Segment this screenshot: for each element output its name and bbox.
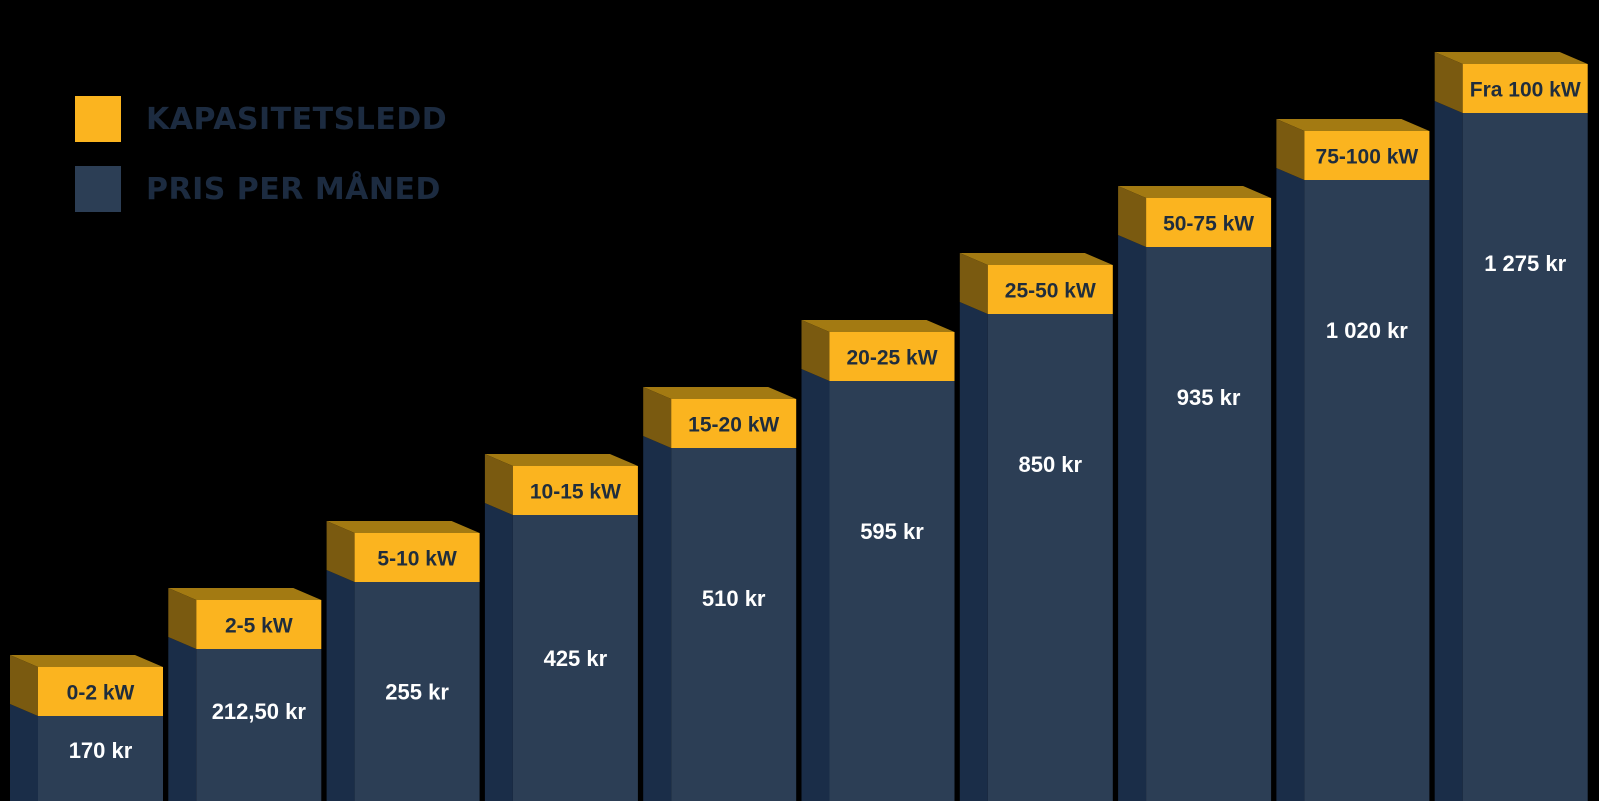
bar-capacity-label: 50-75 kW — [1163, 213, 1254, 236]
bar-capacity-label: 15-20 kW — [688, 414, 779, 437]
bar-body-side — [643, 436, 672, 801]
bar-cap-top — [801, 320, 955, 332]
bar-price-label: 425 kr — [544, 646, 608, 671]
bar-cap-top — [959, 253, 1113, 265]
bar-body-front — [354, 582, 480, 801]
legend: KAPASITETSLEDD PRIS PER MÅNED — [75, 96, 447, 236]
bar-body-front — [829, 381, 955, 801]
bar-group: 75-100 kW 1 020 kr — [1276, 119, 1430, 801]
bar-price-label: 1 020 kr — [1326, 318, 1408, 343]
bar-capacity-label: Fra 100 kW — [1470, 79, 1581, 102]
bar-price-label: 212,50 kr — [212, 699, 307, 724]
bar-cap-front — [38, 667, 163, 716]
bar-price-label: 510 kr — [702, 586, 766, 611]
bar-cap-top — [168, 588, 322, 600]
bar-cap-top — [1118, 186, 1272, 198]
legend-swatch-price — [75, 166, 121, 212]
bar-cap-side — [484, 454, 513, 515]
bar-cap-front — [1462, 64, 1588, 113]
bar-cap-front — [512, 466, 638, 515]
bar-body-side — [1434, 101, 1463, 801]
bar-cap-side — [643, 387, 672, 448]
bar-group: 10-15 kW 425 kr — [484, 454, 638, 801]
bar-price-label: 255 kr — [385, 680, 449, 705]
bar-body-front — [38, 716, 163, 801]
bar-body-front — [987, 314, 1113, 801]
bar-body-side — [326, 570, 355, 801]
bar-group: 15-20 kW 510 kr — [643, 387, 797, 801]
bar-cap-top — [1276, 119, 1430, 131]
bar-body-side — [10, 704, 38, 801]
bar-cap-side — [326, 521, 355, 582]
bar-group: 2-5 kW 212,50 kr — [168, 588, 322, 801]
bar-cap-side — [168, 588, 197, 649]
bar-capacity-label: 5-10 kW — [377, 548, 457, 571]
bar-group: 20-25 kW 595 kr — [801, 320, 955, 801]
bar-body-front — [671, 448, 797, 801]
bar-price-label: 1 275 kr — [1484, 251, 1566, 276]
bar-body-front — [512, 515, 638, 801]
bar-group: 5-10 kW 255 kr — [326, 521, 480, 801]
legend-label-capacity: KAPASITETSLEDD — [146, 101, 448, 137]
bar-cap-top — [326, 521, 480, 533]
bar-price-label: 935 kr — [1177, 385, 1241, 410]
bar-cap-side — [1118, 186, 1147, 247]
bar-cap-front — [1304, 131, 1430, 180]
bar-cap-top — [1434, 52, 1588, 64]
bar-cap-front — [1146, 198, 1272, 247]
bar-body-side — [959, 302, 988, 801]
bar-capacity-label: 2-5 kW — [225, 615, 293, 638]
bar-cap-side — [10, 655, 38, 716]
bar-cap-top — [484, 454, 638, 466]
legend-item-price: PRIS PER MÅNED — [75, 166, 447, 212]
legend-label-price: PRIS PER MÅNED — [146, 171, 441, 207]
bar-capacity-label: 75-100 kW — [1316, 146, 1419, 169]
bar-cap-side — [959, 253, 988, 314]
bar-capacity-label: 20-25 kW — [846, 347, 937, 370]
bar-body-front — [1304, 180, 1430, 801]
bar-price-label: 595 kr — [860, 519, 924, 544]
bar-price-label: 850 kr — [1018, 452, 1082, 477]
bar-cap-side — [801, 320, 830, 381]
bar-body-side — [1276, 168, 1305, 801]
legend-swatch-capacity — [75, 96, 121, 142]
bar-group: 50-75 kW 935 kr — [1118, 186, 1272, 801]
bar-capacity-label: 10-15 kW — [530, 481, 621, 504]
bar-group: 25-50 kW 850 kr — [959, 253, 1113, 801]
bar-body-front — [1462, 113, 1588, 801]
bar-cap-top — [10, 655, 163, 667]
bar-cap-front — [196, 600, 322, 649]
bar-capacity-label: 0-2 kW — [67, 682, 135, 705]
bar-group: Fra 100 kW 1 275 kr — [1434, 52, 1588, 801]
bar-body-front — [1146, 247, 1272, 801]
bar-cap-front — [829, 332, 955, 381]
bar-cap-front — [354, 533, 480, 582]
bar-cap-front — [987, 265, 1113, 314]
bar-body-side — [168, 637, 197, 801]
bar-capacity-label: 25-50 kW — [1005, 280, 1096, 303]
bar-cap-top — [643, 387, 797, 399]
legend-item-capacity: KAPASITETSLEDD — [75, 96, 447, 142]
bar-body-side — [1118, 235, 1147, 801]
bar-cap-side — [1434, 52, 1463, 113]
bar-body-side — [801, 369, 830, 801]
bar-body-side — [484, 503, 513, 801]
bar-group: 0-2 kW 170 kr — [10, 655, 163, 801]
bar-body-front — [196, 649, 322, 801]
bar-cap-front — [671, 399, 797, 448]
bar-price-label: 170 kr — [69, 738, 133, 763]
bar-cap-side — [1276, 119, 1305, 180]
